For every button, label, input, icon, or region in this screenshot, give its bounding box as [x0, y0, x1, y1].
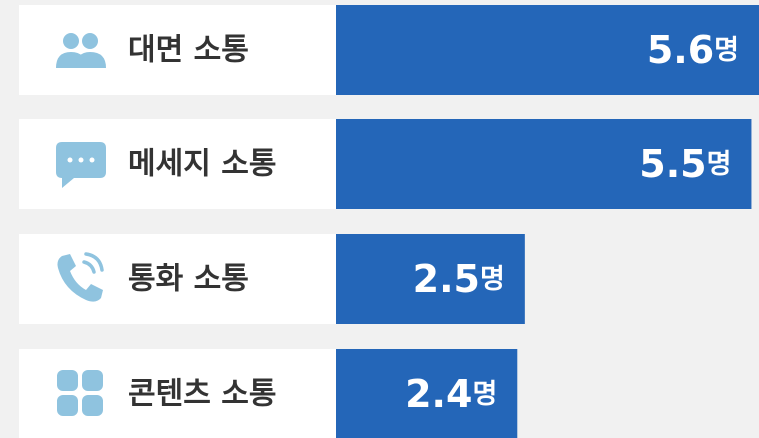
value-label: 5.5명	[639, 142, 731, 186]
people-icon	[56, 33, 106, 68]
bar	[336, 234, 525, 324]
value-unit: 명	[707, 149, 732, 180]
category-label: 콘텐츠 소통	[128, 377, 276, 412]
value-label: 5.6명	[647, 28, 739, 72]
content-icon	[57, 370, 103, 416]
message-icon	[56, 142, 106, 188]
value-number: 5.5	[639, 142, 706, 186]
phone-icon	[57, 252, 104, 302]
bar	[336, 5, 759, 95]
label-box	[19, 349, 336, 438]
value-label: 2.5명	[413, 257, 505, 301]
value-label: 2.4명	[405, 372, 497, 416]
value-unit: 명	[472, 379, 497, 410]
value-unit: 명	[480, 264, 505, 295]
value-number: 2.4	[405, 372, 472, 416]
bar	[336, 119, 752, 209]
label-box	[19, 5, 336, 95]
category-label: 메세지 소통	[128, 147, 276, 182]
value-number: 2.5	[413, 257, 480, 301]
category-label: 통화 소통	[128, 262, 249, 297]
value-number: 5.6	[647, 28, 714, 72]
category-label: 대면 소통	[128, 33, 249, 68]
value-unit: 명	[714, 35, 739, 66]
bar	[336, 349, 518, 438]
